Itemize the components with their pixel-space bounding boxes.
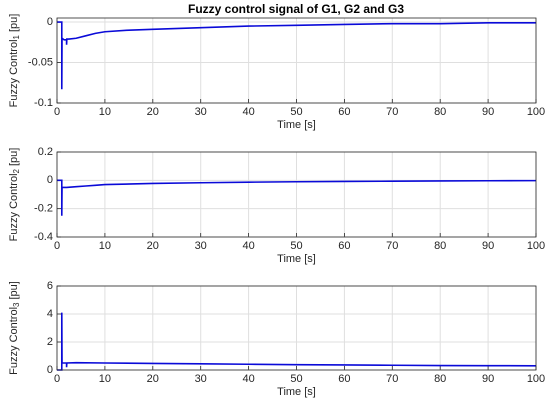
- y-tick-label: -0.4: [34, 231, 53, 243]
- axes-frame: [56, 285, 537, 371]
- x-tick-label: 20: [147, 240, 159, 252]
- y-label-unit: [pu]: [8, 281, 20, 299]
- x-tick-label: 50: [290, 240, 302, 252]
- x-tick-label: 0: [54, 240, 60, 252]
- x-tick-label: 80: [434, 240, 446, 252]
- y-tick-label: -0.1: [34, 97, 53, 109]
- y-label-text: Fuzzy Control: [8, 173, 20, 241]
- y-tick-label: 2: [47, 336, 53, 348]
- y-label-text: Fuzzy Control: [8, 307, 20, 375]
- data-line: [57, 179, 537, 216]
- x-tick-label: 100: [527, 240, 545, 252]
- y-axis-label: Fuzzy Control3 [pu]: [8, 281, 21, 375]
- x-axis-label: Time [s]: [277, 253, 316, 265]
- x-axis-label: Time [s]: [277, 386, 316, 398]
- y-tick-label: -0.05: [28, 56, 53, 68]
- x-tick-label: 90: [482, 373, 494, 385]
- y-tick-label: 6: [47, 280, 53, 292]
- axes-frame: [56, 17, 537, 104]
- x-tick-label: 60: [338, 106, 350, 118]
- x-tick-label: 40: [242, 106, 254, 118]
- x-tick-label: 10: [99, 240, 111, 252]
- x-tick-label: 40: [242, 240, 254, 252]
- x-tick-label: 40: [242, 373, 254, 385]
- y-tick-label: 0: [47, 16, 53, 28]
- x-tick-label: 20: [147, 106, 159, 118]
- axes-frame: [56, 151, 537, 238]
- x-tick-label: 0: [54, 373, 60, 385]
- x-tick-label: 30: [195, 240, 207, 252]
- x-tick-label: 20: [147, 373, 159, 385]
- y-tick-label: 4: [47, 308, 53, 320]
- x-tick-label: 50: [290, 106, 302, 118]
- y-tick-label: -0.2: [34, 203, 53, 215]
- x-tick-label: 70: [386, 240, 398, 252]
- data-line: [57, 312, 537, 371]
- x-tick-label: 70: [386, 373, 398, 385]
- x-tick-label: 80: [434, 373, 446, 385]
- y-tick-label: 0: [47, 364, 53, 376]
- x-tick-label: 30: [195, 106, 207, 118]
- chart-title: Fuzzy control signal of G1, G2 and G3: [188, 2, 404, 16]
- y-label-unit: [pu]: [8, 14, 20, 32]
- y-tick-label: 0.2: [38, 146, 53, 158]
- x-tick-label: 30: [195, 373, 207, 385]
- x-tick-label: 60: [338, 373, 350, 385]
- x-tick-label: 70: [386, 106, 398, 118]
- x-tick-label: 50: [290, 373, 302, 385]
- x-tick-label: 10: [99, 106, 111, 118]
- x-tick-label: 0: [54, 106, 60, 118]
- data-line: [57, 21, 536, 90]
- x-tick-label: 10: [99, 373, 111, 385]
- x-tick-label: 90: [482, 240, 494, 252]
- y-label-subscript: 1: [12, 34, 21, 39]
- y-label-unit: [pu]: [8, 148, 20, 166]
- x-tick-label: 60: [338, 240, 350, 252]
- y-axis-label: Fuzzy Control2 [pu]: [8, 148, 21, 242]
- y-tick-label: 0: [47, 174, 53, 186]
- x-tick-label: 80: [434, 106, 446, 118]
- x-tick-label: 100: [527, 373, 545, 385]
- x-tick-label: 100: [527, 106, 545, 118]
- y-label-text: Fuzzy Control: [8, 39, 20, 107]
- y-label-subscript: 2: [12, 168, 21, 173]
- y-axis-label: Fuzzy Control1 [pu]: [8, 14, 21, 108]
- x-tick-label: 90: [482, 106, 494, 118]
- y-label-subscript: 3: [12, 302, 21, 307]
- x-axis-label: Time [s]: [277, 119, 316, 131]
